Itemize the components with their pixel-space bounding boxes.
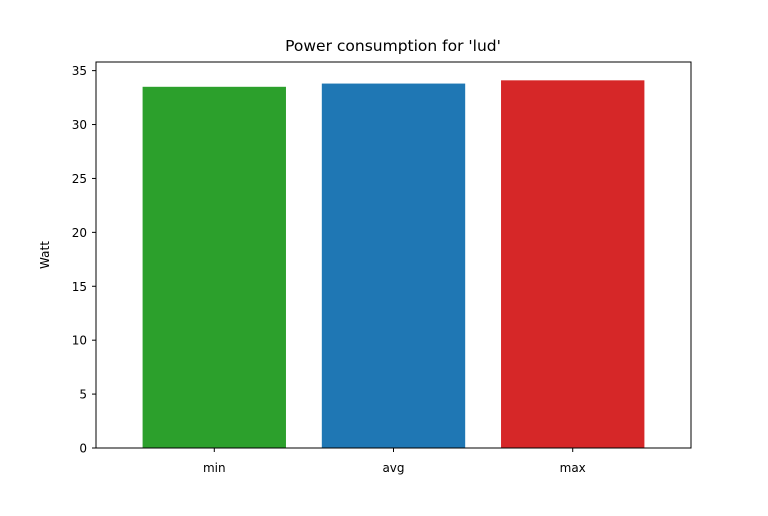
y-tick-label-0: 0	[79, 442, 87, 456]
bars-group	[142, 80, 645, 449]
y-tick-label-5: 5	[79, 388, 87, 402]
plot-frame	[95, 61, 692, 449]
x-tick-label-min: min	[203, 461, 226, 475]
y-tick-label-35: 35	[72, 64, 87, 78]
y-tick-label-20: 20	[72, 226, 87, 240]
x-axis: min avg max	[203, 448, 586, 475]
y-tick-label-25: 25	[72, 172, 87, 186]
y-tick-label-10: 10	[72, 334, 87, 348]
x-tick-label-avg: avg	[382, 461, 404, 475]
x-tick-label-max: max	[560, 461, 586, 475]
y-axis: 0 5 10 15 20 25 30 35	[72, 64, 96, 456]
bar-min	[142, 86, 286, 448]
y-axis-label: Watt	[38, 241, 52, 269]
y-tick-label-15: 15	[72, 280, 87, 294]
bar-max	[501, 80, 645, 449]
chart-title: Power consumption for 'lud'	[285, 37, 501, 55]
y-tick-label-30: 30	[72, 118, 87, 132]
bar-avg	[321, 83, 466, 449]
